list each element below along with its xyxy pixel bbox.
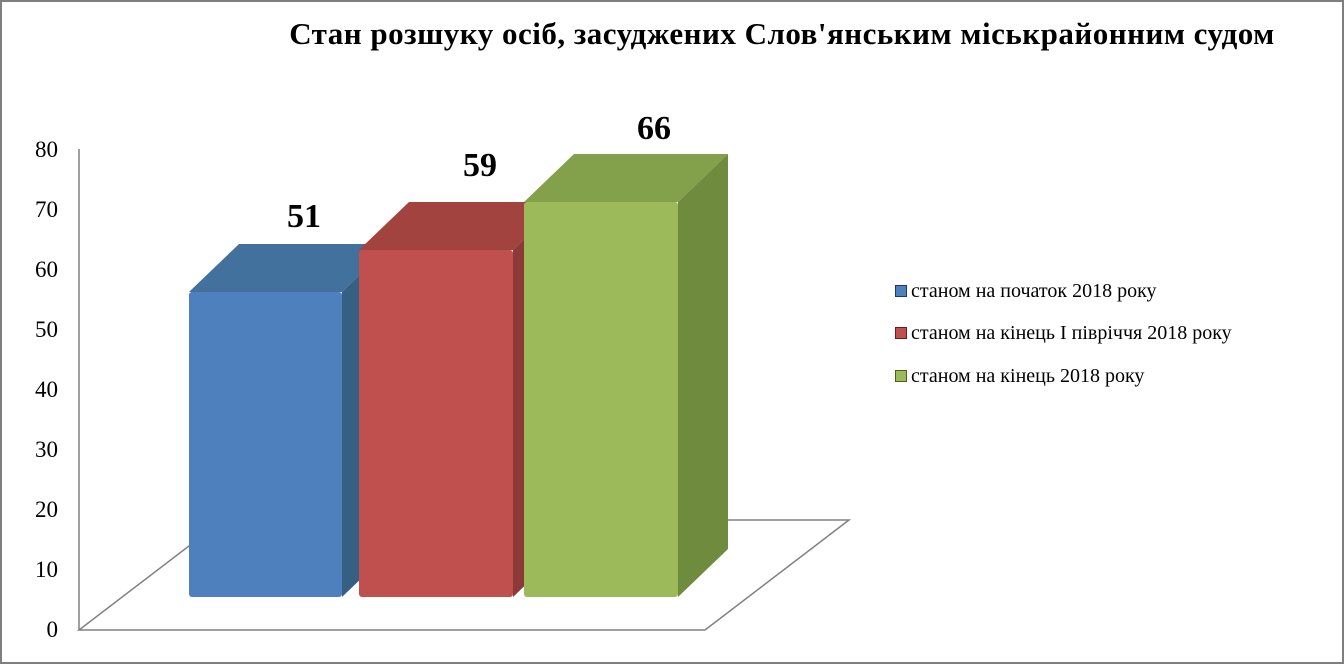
bar-front-face [359,250,513,597]
y-axis-tick-label: 70 [35,197,58,222]
bar-top-face [524,154,728,202]
bar-front-face [189,292,342,597]
y-axis-tick-label: 30 [35,437,58,462]
bar-front-face [524,202,678,597]
bar-top-face [189,244,392,292]
y-axis-tick-label: 50 [35,317,58,342]
legend-item: станом на початок 2018 року [895,279,1157,303]
y-axis-tick-label: 40 [35,377,58,402]
y-axis-tick-label: 60 [35,257,58,282]
legend-swatch-blue-icon [895,285,907,297]
bar-side-face [678,154,728,597]
legend-label: станом на кінець 2018 року [911,365,1145,387]
legend-label: станом на початок 2018 року [911,280,1157,302]
legend-label: станом на кінець І півріччя 2018 року [911,322,1232,344]
chart-floor [76,519,852,631]
legend-swatch-green-icon [895,370,907,382]
bar-top-face [359,202,563,250]
legend-item: станом на кінець 2018 року [895,364,1144,388]
y-axis-tick-label: 10 [35,557,58,582]
y-axis-tick-label: 0 [46,617,59,642]
y-axis-tick-label: 80 [35,137,58,162]
bar-series-3 [524,154,728,597]
chart-title: Стан розшуку осіб, засуджених Слов'янськ… [289,16,1275,51]
bar-value-label: 66 [637,110,671,147]
legend-swatch-red-icon [895,327,907,339]
bar-value-label: 59 [463,147,497,184]
legend-item: станом на кінець І півріччя 2018 року [895,321,1232,345]
y-axis-tick-label: 20 [35,497,58,522]
bar-value-label: 51 [287,198,321,235]
